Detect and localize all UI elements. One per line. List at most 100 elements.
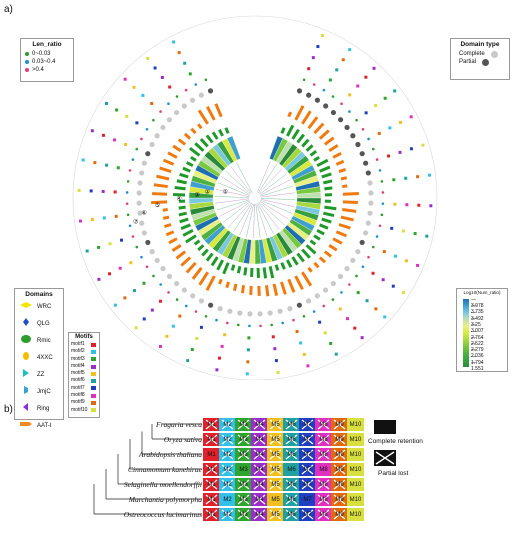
orange-bar [190, 127, 197, 135]
outer-motif-mark [125, 114, 129, 118]
green-bar [324, 205, 337, 211]
len-ratio-dot [378, 224, 382, 228]
partial-lost-cross [269, 449, 282, 460]
motif-cell-label: M6 [287, 421, 296, 428]
tree-branch [233, 202, 252, 232]
partial-lost-cross [285, 449, 298, 460]
domain-type-dot [367, 210, 373, 216]
colorbar-tick: — 1.794 [471, 353, 484, 366]
outer-motif-mark [371, 271, 375, 275]
motif-cell: M5 [267, 508, 284, 521]
orange-bar [264, 285, 270, 297]
domain-type-dot [145, 151, 151, 157]
orange-bar [171, 244, 182, 252]
tree-branch [221, 176, 251, 195]
motif-legend-item: motif3 [71, 356, 99, 363]
colorbar-tick: — 3.735 [471, 303, 484, 316]
motif-legend-label: motif10 [71, 406, 88, 413]
orange-bar [218, 278, 223, 285]
outer-motif-mark [165, 334, 169, 338]
motif-cell: M1 [203, 433, 220, 446]
ring-number: ② [204, 189, 210, 196]
motif-legend-item: motif4 [71, 363, 99, 370]
domain-type-dot [181, 103, 187, 109]
domain-type-dot [267, 310, 273, 316]
motif-cell-label: M9 [335, 436, 344, 443]
orange-bar [328, 144, 339, 153]
motif-cell-label: M4 [255, 511, 264, 518]
partial-lost-cross [301, 419, 314, 430]
qlg-icon [19, 318, 33, 329]
outer-motif-mark [413, 232, 417, 236]
motif-cell-label: M8 [319, 496, 328, 503]
zz-icon [19, 369, 33, 380]
motif-cell: M5 [267, 478, 284, 491]
orange-bar [307, 266, 313, 273]
len-ratio-dot [312, 310, 316, 313]
domain-legend-label: Rmic [37, 337, 51, 344]
orange-bar [301, 271, 313, 287]
outer-motif-mark [295, 330, 299, 334]
domain-type-dot [365, 220, 371, 226]
domain-type-dot [314, 293, 320, 299]
ring-number: ⑥ [142, 210, 147, 217]
domain-type-dot [359, 239, 365, 246]
outer-motif-mark [178, 314, 182, 318]
green-bar [305, 144, 314, 152]
green-bar [236, 266, 242, 274]
motif-cell-label: M5 [271, 511, 280, 518]
outer-motif-mark [171, 324, 175, 328]
domain-type-dot [287, 306, 293, 312]
motif-cell: M7 [299, 448, 316, 461]
motif-cell-label: M5 [271, 481, 280, 488]
colorbar-title: Log10(Num_ratio) [463, 290, 501, 295]
partial-lost-cross [333, 479, 346, 490]
partial-lost-cross [221, 434, 234, 445]
motif-cell: M6 [283, 418, 300, 431]
motif-cell-label: M1 [207, 511, 216, 518]
partial-lost-cross [253, 434, 266, 445]
motif-cell-label: M9 [335, 466, 344, 473]
outer-motif-mark [142, 317, 146, 321]
motif-cell: M7 [299, 478, 316, 491]
motif-cell-label: M4 [255, 466, 264, 473]
motif-cell-label: M8 [319, 436, 328, 443]
motif-legend-item: motif6 [71, 377, 99, 384]
domain-legend-label: 4XXC [37, 354, 53, 361]
motif-cell-label: M1 [207, 421, 216, 428]
orange-bar [340, 215, 354, 222]
motif-swatch [91, 401, 96, 406]
species-tree [93, 423, 202, 515]
partial-lost-cross [317, 509, 330, 520]
partial-lost-cross [237, 509, 250, 520]
motif-cell: M2 [219, 433, 236, 446]
outer-motif-mark [199, 325, 203, 329]
outer-motif-mark [115, 108, 119, 112]
len-ratio-dot [348, 110, 351, 113]
outer-motif-mark [391, 284, 395, 288]
motif-cell-label: M5 [271, 496, 280, 503]
domain-legend-item: ZZ [19, 369, 63, 380]
motif-cell-label: M1 [207, 436, 216, 443]
green-bar [301, 248, 311, 259]
motif-cell: M10 [347, 433, 364, 446]
partial-lost-cross [205, 509, 218, 520]
orange-bar [318, 256, 327, 264]
orange-bar [185, 261, 197, 274]
partial-lost-cross [221, 479, 234, 490]
orange-bar [153, 183, 168, 189]
orange-bar [342, 184, 348, 189]
partial-lost-cross [301, 509, 314, 520]
orange-bar [340, 176, 348, 181]
species-label: Cinnamomum kanehirae [128, 465, 202, 474]
outer-motif-mark [393, 89, 397, 93]
species-label: Ostreococcus lucimarinus [123, 510, 202, 519]
motif-legend-label: motif3 [71, 355, 85, 362]
outer-motif-mark [321, 33, 325, 37]
len-ratio-dot [175, 298, 179, 301]
partial-lost-cross [317, 449, 330, 460]
motif-cell: M9 [331, 418, 348, 431]
outer-motif-mark [123, 296, 127, 300]
outer-motif-mark [168, 85, 172, 89]
motif-cell: M6 [283, 493, 300, 506]
